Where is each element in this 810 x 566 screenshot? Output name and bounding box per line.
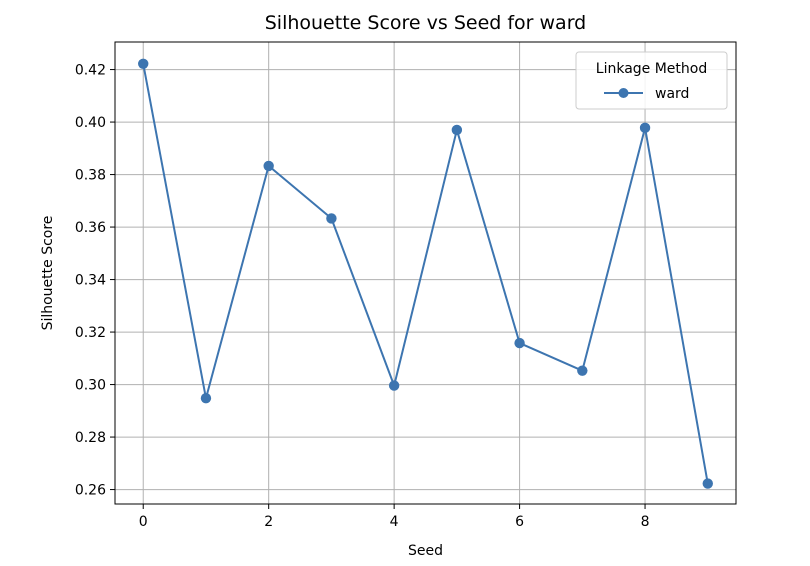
plot-area-frame — [114, 41, 737, 505]
y-axis-label: Silhouette Score — [40, 216, 56, 331]
x-tick-label: 4 — [390, 514, 399, 530]
data-point — [451, 124, 463, 136]
x-axis-label: Seed — [408, 543, 443, 559]
legend-title: Linkage Method — [596, 61, 707, 77]
y-tick-label: 0.32 — [75, 325, 106, 341]
x-tick-label: 6 — [515, 514, 524, 530]
legend-marker-ward — [618, 88, 629, 98]
data-point — [326, 213, 337, 224]
x-tick-label: 2 — [264, 514, 273, 530]
data-point — [263, 160, 274, 172]
legend: Linkage Method ward — [575, 51, 728, 110]
axis-ticks: 0 2 4 6 8 0.26 0.28 0.30 0.32 0.34 0.36 0.38 0.40 0.4… — [75, 63, 650, 530]
y-tick-label: 0.40 — [75, 115, 106, 131]
chart-title: Silhouette Score vs Seed for ward — [265, 12, 587, 34]
data-point — [639, 122, 651, 134]
legend-box — [575, 51, 728, 110]
data-point — [577, 365, 588, 376]
y-tick-label: 0.26 — [75, 483, 106, 499]
y-tick-label: 0.28 — [75, 430, 106, 446]
legend-label-ward: ward — [655, 86, 689, 102]
data-point — [200, 393, 212, 404]
data-point — [514, 337, 525, 349]
gridlines — [115, 42, 736, 504]
data-point — [702, 478, 713, 489]
x-tick-label: 0 — [139, 514, 148, 530]
series-line-ward — [142, 63, 709, 484]
data-point — [388, 380, 400, 391]
data-point — [138, 58, 149, 69]
y-tick-label: 0.34 — [75, 273, 106, 289]
x-tick-label: 8 — [641, 514, 650, 530]
y-tick-label: 0.42 — [75, 63, 106, 79]
y-tick-label: 0.36 — [75, 220, 106, 236]
data-series — [138, 58, 713, 489]
y-tick-label: 0.38 — [75, 168, 106, 184]
y-tick-label: 0.30 — [75, 378, 106, 394]
